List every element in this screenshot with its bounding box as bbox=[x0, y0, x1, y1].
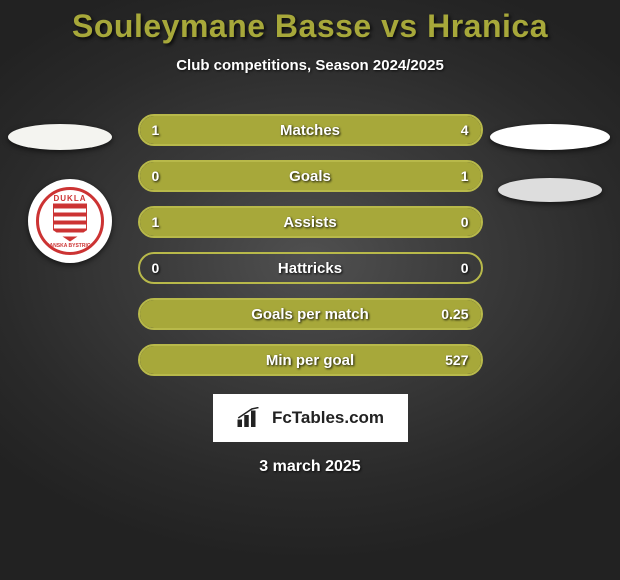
fctables-footer-logo: FcTables.com bbox=[213, 394, 408, 442]
stat-value-left: 0 bbox=[152, 168, 160, 184]
stat-row: Matches1 4 bbox=[138, 114, 483, 146]
stat-label: Min per goal bbox=[140, 352, 481, 369]
stat-value-right: 0.25 bbox=[441, 306, 468, 322]
page-title: Souleymane Basse vs Hranica bbox=[0, 8, 620, 45]
stat-label: Assists bbox=[140, 214, 481, 231]
stat-value-left: 1 bbox=[152, 122, 160, 138]
badge-shield-icon bbox=[53, 204, 87, 242]
stat-value-right: 0 bbox=[461, 260, 469, 276]
stat-value-left: 1 bbox=[152, 214, 160, 230]
stat-value-left: 0 bbox=[152, 260, 160, 276]
badge-bottom-text: BANSKA BYSTRICA bbox=[39, 243, 101, 249]
page-subtitle: Club competitions, Season 2024/2025 bbox=[0, 57, 620, 74]
right-team-placeholder-1 bbox=[490, 124, 610, 150]
left-team-placeholder-1 bbox=[8, 124, 112, 150]
club-badge-dukla: DUKLA BANSKA BYSTRICA bbox=[28, 179, 112, 263]
stat-value-right: 4 bbox=[461, 122, 469, 138]
right-team-placeholder-2 bbox=[498, 178, 602, 202]
stat-row: Min per goal527 bbox=[138, 344, 483, 376]
stat-row: Goals0 1 bbox=[138, 160, 483, 192]
stat-label: Goals bbox=[140, 168, 481, 185]
stat-row: Goals per match0.25 bbox=[138, 298, 483, 330]
bar-chart-icon bbox=[236, 407, 266, 429]
stat-label: Goals per match bbox=[140, 306, 481, 323]
fctables-text: FcTables.com bbox=[272, 408, 384, 428]
stat-label: Matches bbox=[140, 122, 481, 139]
stat-label: Hattricks bbox=[140, 260, 481, 277]
stat-row: Hattricks0 0 bbox=[138, 252, 483, 284]
date-text: 3 march 2025 bbox=[0, 458, 620, 476]
stat-value-right: 0 bbox=[461, 214, 469, 230]
stat-value-right: 1 bbox=[461, 168, 469, 184]
stat-row: Assists1 0 bbox=[138, 206, 483, 238]
badge-top-text: DUKLA bbox=[39, 194, 101, 203]
stat-value-right: 527 bbox=[445, 352, 468, 368]
stats-list: Matches14Goals01Assists10Hattricks00Goal… bbox=[138, 114, 483, 376]
